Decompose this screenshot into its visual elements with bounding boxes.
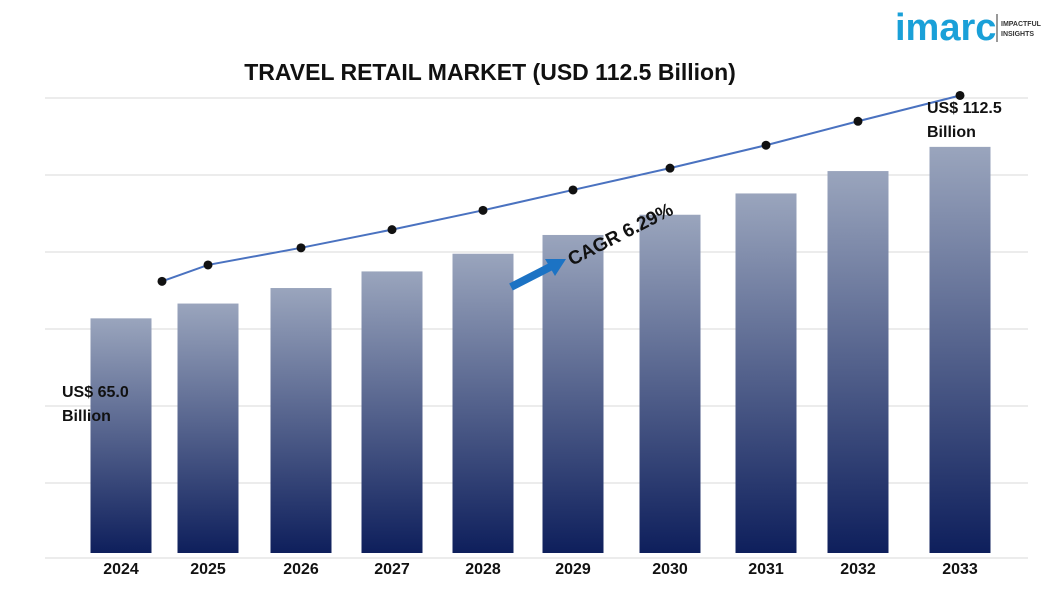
- bars: [90, 146, 991, 554]
- logo-tagline-2: INSIGHTS: [1001, 31, 1034, 38]
- end-value-line2: Billion: [927, 124, 976, 141]
- start-value-line1: US$ 65.0: [62, 384, 129, 401]
- x-tick-label-2033: 2033: [942, 561, 978, 578]
- trend-point-2029: [568, 185, 578, 195]
- logo-tagline-1: IMPACTFUL: [1001, 21, 1042, 28]
- x-tick-label-2031: 2031: [748, 561, 784, 578]
- trend-point-2028: [478, 205, 488, 215]
- trend-point-2032: [853, 116, 863, 126]
- trend-point-2024: [157, 276, 167, 286]
- x-tick-label-2024: 2024: [103, 561, 139, 578]
- bar-2030: [639, 214, 701, 554]
- x-axis-ticks: 2024 2025 2026 2027 2028 2029 2030 2031 2032 2033: [103, 561, 978, 578]
- bar-2033: [929, 146, 991, 553]
- trend-line: [161, 94, 961, 283]
- bar-2025: [177, 303, 239, 553]
- bar-2031: [735, 193, 797, 553]
- bar-2032: [827, 171, 889, 553]
- trend-line-group: [157, 90, 965, 286]
- x-tick-label-2028: 2028: [465, 561, 501, 578]
- bar-2026: [270, 288, 332, 553]
- x-tick-label-2029: 2029: [555, 561, 591, 578]
- chart-title: TRAVEL RETAIL MARKET (USD 112.5 Billion): [244, 59, 736, 85]
- trend-point-2025: [203, 260, 213, 270]
- x-tick-label-2032: 2032: [840, 561, 876, 578]
- x-tick-label-2027: 2027: [374, 561, 410, 578]
- bar-2028: [452, 253, 514, 553]
- logo-wordmark: imarc: [895, 7, 996, 49]
- start-value-line2: Billion: [62, 408, 111, 425]
- trend-point-2031: [761, 140, 771, 150]
- x-tick-label-2025: 2025: [190, 561, 226, 578]
- x-tick-label-2026: 2026: [283, 561, 319, 578]
- trend-point-2030: [665, 163, 675, 173]
- bar-2027: [361, 271, 423, 553]
- x-tick-label-2030: 2030: [652, 561, 688, 578]
- trend-point-2027: [387, 225, 397, 235]
- trend-point-2033: [955, 90, 965, 100]
- bar-2024: [90, 318, 152, 553]
- trend-point-2026: [296, 243, 306, 253]
- brand-logo: imarc IMPACTFUL INSIGHTS: [895, 7, 1042, 49]
- bar-2029: [542, 234, 604, 554]
- cagr-arrow-icon: [509, 259, 566, 291]
- end-value-line1: US$ 112.5: [927, 100, 1002, 117]
